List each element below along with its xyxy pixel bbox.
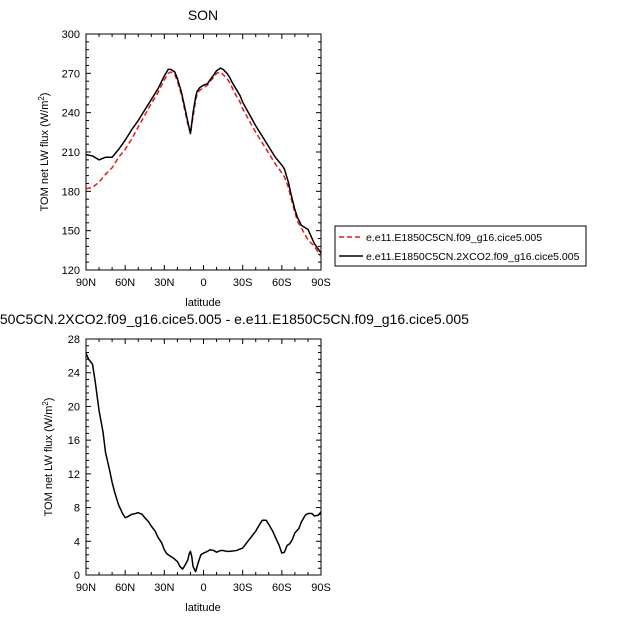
top-y-tick-label: 240	[62, 108, 80, 120]
bottom-y-tick-label: 20	[68, 401, 80, 413]
bottom-x-axis-title: latitude	[185, 602, 220, 614]
top-x-tick-label: 90S	[311, 277, 331, 289]
bottom-y-tick-label: 8	[74, 503, 80, 515]
top-x-tick-label: 60S	[272, 277, 292, 289]
bottom-series-line-0	[85, 353, 322, 573]
bottom-plot-border	[85, 338, 322, 576]
legend-label-control: e.e11.E1850C5CN.f09_g16.cice5.005	[366, 232, 542, 244]
top-x-axis-title: latitude	[185, 297, 220, 309]
top-y-tick-label: 210	[62, 147, 80, 159]
top-x-tick-label: 30N	[154, 277, 174, 289]
bottom-y-tick-label: 16	[68, 435, 80, 447]
bottom-y-tick-label: 0	[74, 570, 80, 582]
legend: e.e11.E1850C5CN.f09_g16.cice5.005 e.e11.…	[334, 225, 587, 267]
bottom-panel: e.e11.E1850C5CN.2XCO2.f09_g16.cice5.005 …	[0, 311, 469, 614]
bottom-y-axis-title-sup: 2	[41, 401, 50, 406]
top-panel: SON 90N 60N 30N 0 30S 60S 90S 120 150 180 210 240 27…	[37, 7, 587, 309]
top-chart-title: SON	[188, 7, 218, 23]
top-axis-ticks: 90N 60N 30N 0 30S 60S 90S 120 150 180 210 240 270 300	[62, 29, 331, 289]
bottom-x-tick-label: 60S	[272, 582, 292, 594]
bottom-y-axis-title: TOM net LW flux (W/m2)	[41, 398, 55, 517]
bottom-chart-title: e.e11.E1850C5CN.2XCO2.f09_g16.cice5.005 …	[0, 311, 469, 327]
bottom-x-tick-label: 90S	[311, 582, 331, 594]
legend-label-2xco2: e.e11.E1850C5CN.2XCO2.f09_g16.cice5.005	[366, 251, 580, 263]
top-y-axis-title-main: TOM net LW flux (W/m	[39, 101, 51, 212]
top-axes-frame	[85, 33, 322, 271]
bottom-axis-ticks: 90N 60N 30N 0 30S 60S 90S 0 4 8 12 16 20 24 28	[68, 334, 331, 594]
bottom-x-tick-label: 30S	[233, 582, 253, 594]
bottom-x-tick-label: 0	[200, 582, 206, 594]
bottom-series-group	[85, 353, 322, 573]
bottom-x-tick-label: 90N	[76, 582, 96, 594]
top-series-group	[85, 67, 322, 258]
top-series-line-0	[85, 71, 322, 258]
bottom-y-tick-label: 4	[74, 536, 80, 548]
bottom-y-axis-title-tail: )	[43, 398, 55, 402]
top-y-tick-label: 150	[62, 226, 80, 238]
top-x-tick-label: 90N	[76, 277, 96, 289]
bottom-y-axis-title-main: TOM net LW flux (W/m	[43, 406, 55, 517]
top-y-tick-label: 300	[62, 29, 80, 41]
top-series-line-1	[85, 67, 322, 254]
bottom-y-tick-label: 24	[68, 368, 80, 380]
legend-box	[334, 225, 587, 267]
top-y-axis-title-sup: 2	[37, 96, 46, 101]
top-x-tick-label: 0	[200, 277, 206, 289]
bottom-x-tick-label: 30N	[154, 582, 174, 594]
top-y-tick-label: 180	[62, 186, 80, 198]
top-plot-border	[85, 33, 322, 271]
bottom-y-tick-label: 28	[68, 334, 80, 346]
top-x-tick-label: 60N	[115, 277, 135, 289]
top-x-tick-label: 30S	[233, 277, 253, 289]
top-y-axis-title: TOM net LW flux (W/m2)	[37, 93, 51, 212]
bottom-y-tick-label: 12	[68, 469, 80, 481]
bottom-x-tick-label: 60N	[115, 582, 135, 594]
top-y-axis-title-tail: )	[39, 93, 51, 97]
top-y-tick-label: 120	[62, 265, 80, 277]
top-y-tick-label: 270	[62, 68, 80, 80]
